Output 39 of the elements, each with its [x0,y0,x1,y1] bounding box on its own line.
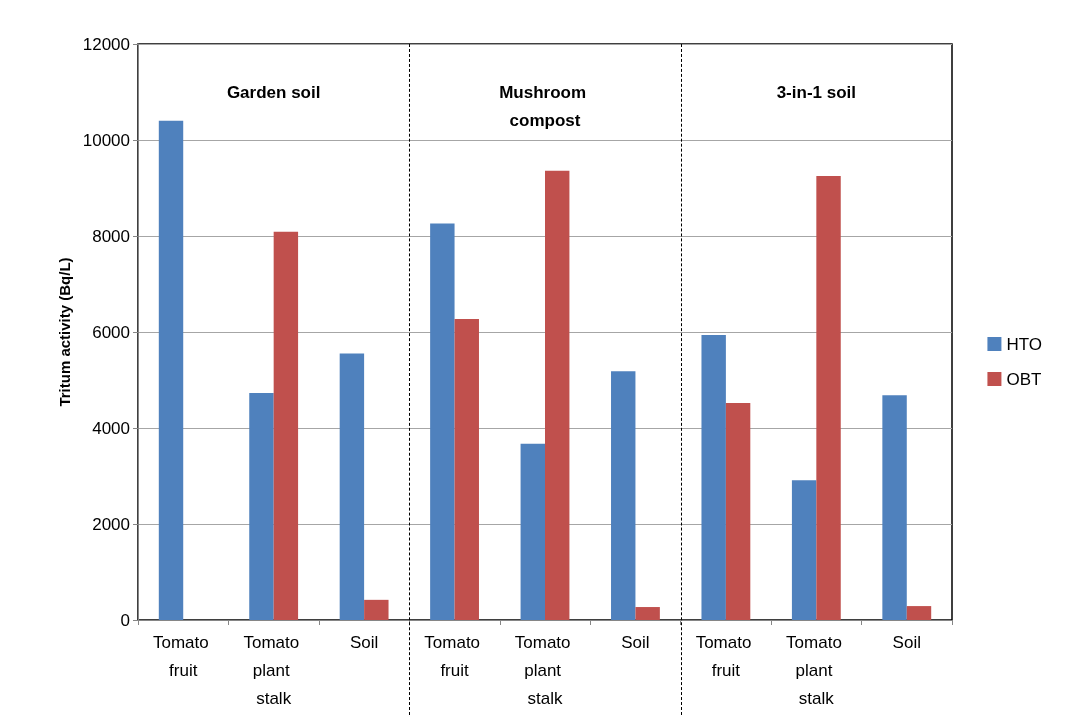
y-tick-label: 10000 [82,130,130,150]
x-tick-label: Soil [349,632,379,652]
y-tick-label: 0 [120,610,130,630]
bar [158,120,184,620]
bar [791,480,817,620]
annotation: 3-in-1 soil [776,82,857,102]
bar [701,334,726,620]
annotation: Mushroom compost [499,82,591,130]
bar [545,170,570,620]
legend-label: OBT [1006,369,1042,389]
y-tick-label: 6000 [92,322,130,342]
bar [725,403,751,620]
y-axis-title: Tritum activity (Bq/L) [55,257,73,407]
annotation: Garden soil [226,82,321,102]
y-tick-label: 8000 [92,226,130,246]
bar [906,606,932,620]
x-tick-label: Soil [621,632,650,652]
y-tick-label: 12000 [82,34,130,54]
x-tick-label: Tomato fruit [424,632,485,680]
bar [816,176,841,620]
legend-label: HTO [1006,334,1042,354]
bar [520,443,545,620]
bar [273,231,299,620]
bar [339,353,365,620]
y-tick-label: 2000 [92,514,130,534]
x-tick-label: Tomato plant stalk [786,632,847,708]
bar [249,392,274,620]
bar [364,599,389,620]
x-tick-label: Tomato plant stalk [514,632,576,708]
x-tick-label: Tomato fruit [695,632,757,680]
y-tick-label: 4000 [92,418,130,438]
x-tick-label: Tomato fruit [152,632,214,680]
x-tick-label: Soil [892,632,921,652]
bar [430,223,455,620]
bar [611,371,636,620]
bar [635,607,660,620]
bar [454,319,479,620]
x-tick-label: Tomato plant stalk [243,632,304,708]
bar [882,395,907,620]
